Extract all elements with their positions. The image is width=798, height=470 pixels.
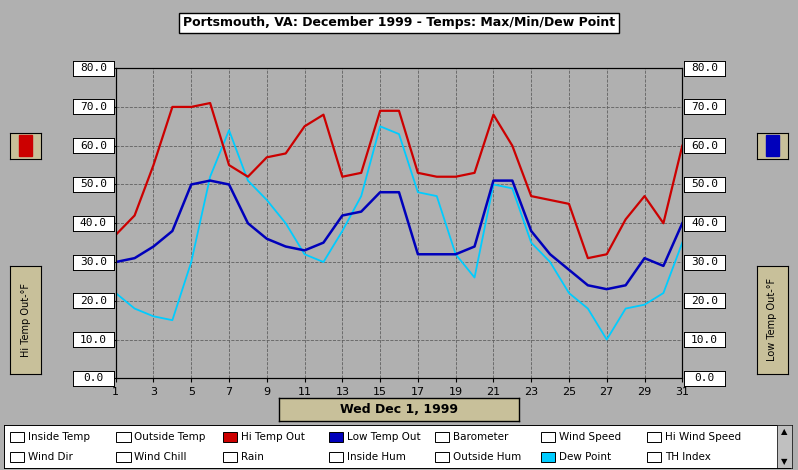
Text: 0.0: 0.0 <box>694 373 715 384</box>
Text: 20.0: 20.0 <box>80 296 107 306</box>
Text: 30.0: 30.0 <box>691 257 718 267</box>
Text: TH Index: TH Index <box>665 452 711 462</box>
FancyBboxPatch shape <box>10 452 25 462</box>
Text: 60.0: 60.0 <box>691 141 718 151</box>
FancyBboxPatch shape <box>435 432 449 442</box>
Text: 0.0: 0.0 <box>83 373 104 384</box>
Bar <box>19 135 32 156</box>
Text: Wind Speed: Wind Speed <box>559 432 621 442</box>
FancyBboxPatch shape <box>541 432 555 442</box>
Text: 10.0: 10.0 <box>80 335 107 345</box>
Text: 80.0: 80.0 <box>691 63 718 73</box>
Text: Barometer: Barometer <box>452 432 508 442</box>
Text: Wed Dec 1, 1999: Wed Dec 1, 1999 <box>340 403 458 416</box>
Text: 20.0: 20.0 <box>691 296 718 306</box>
Text: 50.0: 50.0 <box>691 180 718 189</box>
FancyBboxPatch shape <box>647 432 661 442</box>
FancyBboxPatch shape <box>435 452 449 462</box>
Text: Inside Temp: Inside Temp <box>29 432 90 442</box>
Text: Rain: Rain <box>240 452 263 462</box>
Text: Wind Chill: Wind Chill <box>135 452 187 462</box>
Text: 10.0: 10.0 <box>691 335 718 345</box>
FancyBboxPatch shape <box>117 452 131 462</box>
Text: 40.0: 40.0 <box>691 218 718 228</box>
Text: 70.0: 70.0 <box>80 102 107 112</box>
FancyBboxPatch shape <box>117 432 131 442</box>
Text: 70.0: 70.0 <box>691 102 718 112</box>
Text: Low Temp Out: Low Temp Out <box>346 432 421 442</box>
Text: 30.0: 30.0 <box>80 257 107 267</box>
FancyBboxPatch shape <box>10 432 25 442</box>
Text: 50.0: 50.0 <box>80 180 107 189</box>
Text: Wind Dir: Wind Dir <box>29 452 73 462</box>
Text: Hi Temp Out-°F: Hi Temp Out-°F <box>21 282 30 357</box>
Text: Outside Hum: Outside Hum <box>452 452 521 462</box>
FancyBboxPatch shape <box>329 432 343 442</box>
Text: 80.0: 80.0 <box>80 63 107 73</box>
FancyBboxPatch shape <box>647 452 661 462</box>
FancyBboxPatch shape <box>223 432 237 442</box>
Bar <box>766 135 779 156</box>
Text: ▼: ▼ <box>781 457 788 466</box>
Text: Hi Wind Speed: Hi Wind Speed <box>665 432 741 442</box>
Text: Outside Temp: Outside Temp <box>135 432 206 442</box>
Text: Hi Temp Out: Hi Temp Out <box>240 432 305 442</box>
FancyBboxPatch shape <box>541 452 555 462</box>
Text: Inside Hum: Inside Hum <box>346 452 405 462</box>
FancyBboxPatch shape <box>223 452 237 462</box>
Text: 60.0: 60.0 <box>80 141 107 151</box>
Text: 40.0: 40.0 <box>80 218 107 228</box>
Text: Portsmouth, VA: December 1999 - Temps: Max/Min/Dew Point: Portsmouth, VA: December 1999 - Temps: M… <box>183 16 615 30</box>
Text: Dew Point: Dew Point <box>559 452 611 462</box>
FancyBboxPatch shape <box>329 452 343 462</box>
Text: ▲: ▲ <box>781 427 788 436</box>
Text: Low Temp Out-°F: Low Temp Out-°F <box>768 278 777 361</box>
